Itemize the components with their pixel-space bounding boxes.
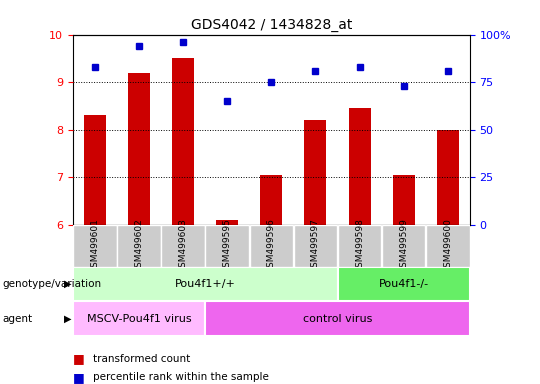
Text: GSM499599: GSM499599 (399, 218, 408, 273)
Text: GSM499602: GSM499602 (134, 218, 144, 273)
Bar (426, 225, 470, 267)
Text: GSM499600: GSM499600 (443, 218, 452, 273)
Text: GSM499603: GSM499603 (179, 218, 188, 273)
Text: ▶: ▶ (64, 314, 71, 324)
Text: GSM499596: GSM499596 (267, 218, 276, 273)
Bar (161, 225, 205, 267)
Text: GSM499597: GSM499597 (311, 218, 320, 273)
Bar (205, 225, 249, 267)
Bar (128, 73, 150, 225)
Text: genotype/variation: genotype/variation (3, 279, 102, 289)
Bar (73, 301, 205, 336)
Text: GSM499601: GSM499601 (91, 218, 99, 273)
Bar (172, 58, 194, 225)
Text: ■: ■ (73, 353, 85, 366)
Title: GDS4042 / 1434828_at: GDS4042 / 1434828_at (191, 18, 352, 32)
Text: transformed count: transformed count (93, 354, 191, 364)
Bar (294, 225, 338, 267)
Bar (205, 301, 470, 336)
Bar (260, 175, 282, 225)
Bar (117, 225, 161, 267)
Bar (338, 267, 470, 301)
Bar (382, 225, 426, 267)
Bar (216, 220, 238, 225)
Bar (73, 225, 117, 267)
Text: agent: agent (3, 314, 33, 324)
Text: GSM499598: GSM499598 (355, 218, 364, 273)
Bar (249, 225, 293, 267)
Text: Pou4f1-/-: Pou4f1-/- (379, 279, 429, 289)
Bar (437, 130, 459, 225)
Text: Pou4f1+/+: Pou4f1+/+ (175, 279, 235, 289)
Text: GSM499595: GSM499595 (223, 218, 232, 273)
Bar (84, 115, 106, 225)
Bar (73, 267, 338, 301)
Bar (348, 108, 370, 225)
Text: ■: ■ (73, 371, 85, 384)
Text: control virus: control virus (303, 314, 372, 324)
Text: MSCV-Pou4f1 virus: MSCV-Pou4f1 virus (87, 314, 191, 324)
Bar (393, 175, 415, 225)
Text: percentile rank within the sample: percentile rank within the sample (93, 372, 269, 382)
Bar (338, 225, 381, 267)
Text: ▶: ▶ (64, 279, 71, 289)
Bar (305, 120, 327, 225)
